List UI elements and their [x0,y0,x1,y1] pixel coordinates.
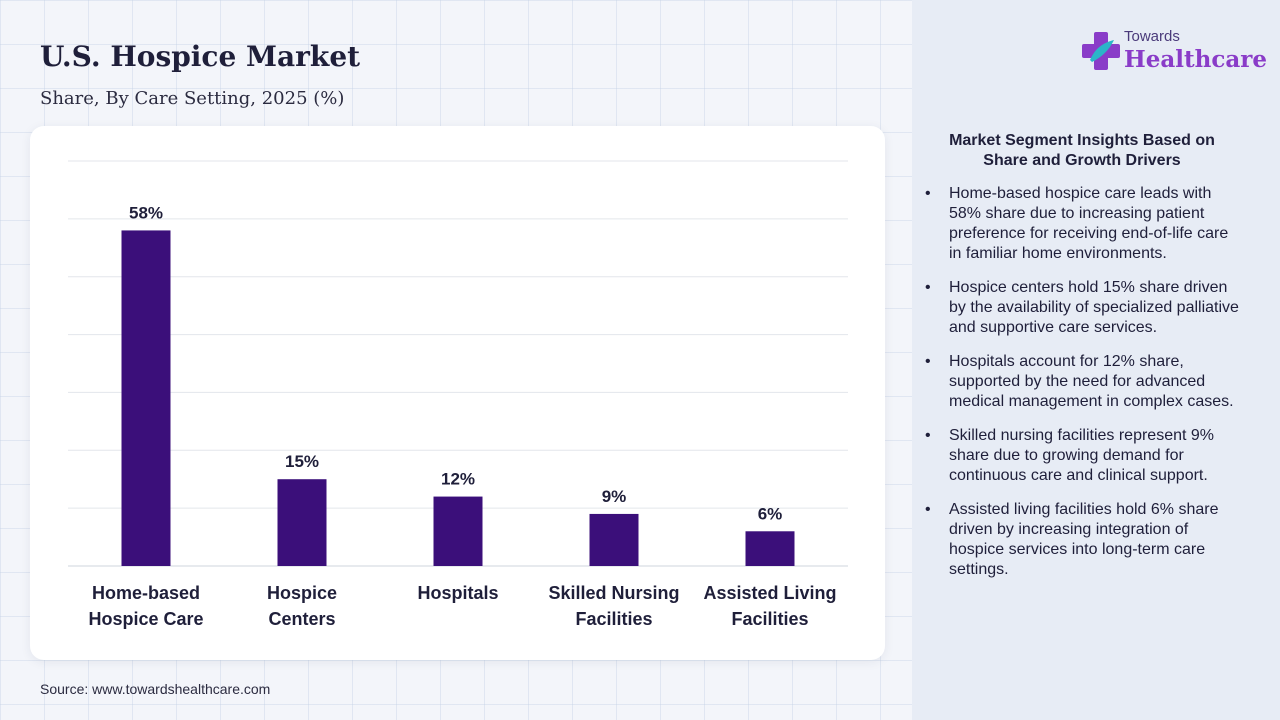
category-label: Facilities [575,609,652,629]
category-label: Hospice [267,583,337,603]
category-label: Hospice Care [88,609,203,629]
category-label: Assisted Living [703,583,836,603]
category-label: Hospitals [417,583,498,603]
chart-section: U.S. Hospice Market Share, By Care Setti… [30,40,885,697]
insight-text: Hospice centers hold 15% share driven by… [949,279,1239,336]
insights-title: Market Segment Insights Based on Share a… [949,132,1215,169]
insights-list: • Home-based hospice care leads with 58% … [922,184,1244,594]
plus-cross-icon [1082,32,1120,70]
data-label: 15% [285,452,319,471]
insight-text: Skilled nursing facilities represent 9% … [949,427,1215,484]
page-title: U.S. Hospice Market [40,40,361,73]
bullet-icon: • [925,279,931,296]
data-label: 6% [758,504,783,523]
bar [745,531,795,566]
category-label: Skilled Nursing [548,583,679,603]
insight-text: Assisted living facilities hold 6% share… [949,501,1219,578]
bar-chart: 58% Home-based Hospice Care 15% Hospice Cente… [68,160,848,629]
bar [589,513,639,566]
insight-item: • Hospitals account for 12% share, suppor… [922,352,1244,412]
bullet-icon: • [925,427,931,444]
page-subtitle: Share, By Care Setting, 2025 (%) [40,88,345,109]
brand-top-text: Towards [1124,28,1180,45]
insight-text: Hospitals account for 12% share, support… [949,353,1234,410]
data-label: 12% [441,470,475,489]
insight-item: • Skilled nursing facilities represent 9%… [922,426,1244,486]
bullet-icon: • [925,185,931,202]
category-label: Centers [268,609,335,629]
bullet-icon: • [925,353,931,370]
insights-panel [912,0,1280,720]
insight-item: • Assisted living facilities hold 6% shar… [922,500,1244,580]
bullet-icon: • [925,501,931,518]
insight-item: • Home-based hospice care leads with 58% … [922,184,1244,264]
data-label: 58% [129,203,163,222]
bar [277,479,327,566]
source-note: Source: www.towardshealthcare.com [40,681,271,697]
data-label: 9% [602,487,627,506]
brand-main-text: Healthcare [1124,46,1268,73]
category-label: Home-based [92,583,200,603]
category-label: Facilities [731,609,808,629]
brand-logo: Towards Healthcare [1080,28,1267,80]
bar [433,496,483,566]
bar [121,230,171,566]
chart-card: 58% Home-based Hospice Care 15% Hospice Cente… [30,126,885,660]
insight-text: Home-based hospice care leads with 58% s… [949,185,1229,262]
insight-item: • Hospice centers hold 15% share driven b… [922,278,1244,338]
